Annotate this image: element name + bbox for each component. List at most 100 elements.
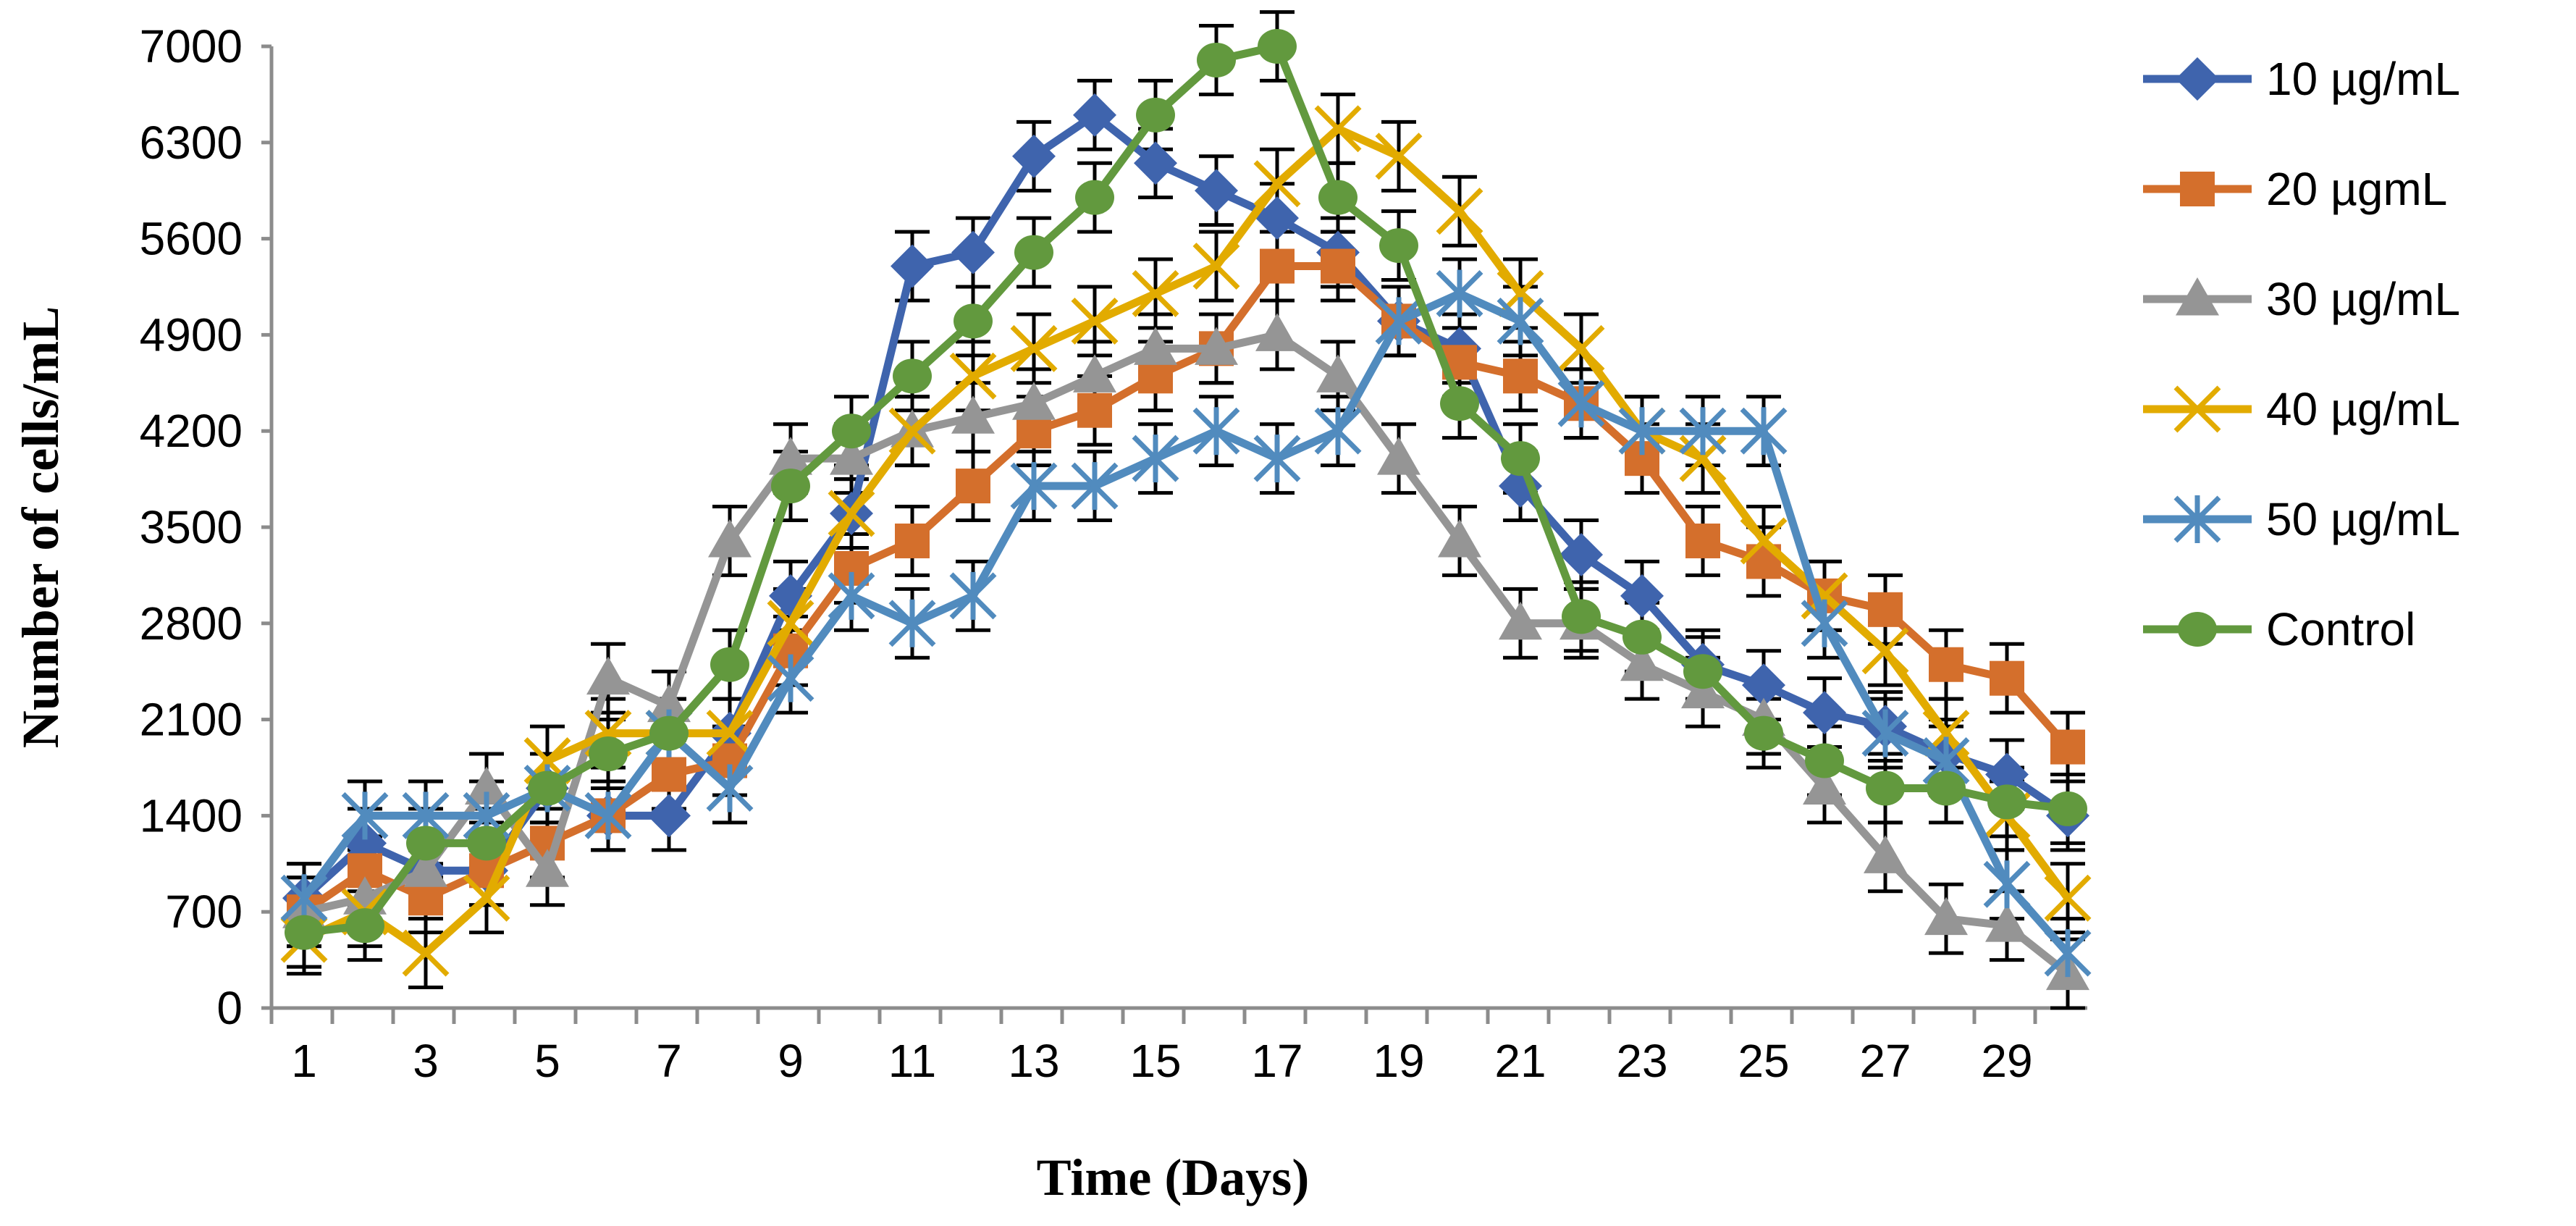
circle-marker — [1622, 619, 1662, 655]
x-tick-label: 21 — [1494, 1035, 1546, 1087]
star-marker — [1801, 599, 1848, 647]
square-marker — [2180, 172, 2215, 206]
circle-marker — [1318, 180, 1358, 215]
star-marker — [767, 654, 815, 702]
y-tick-label: 6300 — [140, 117, 243, 169]
diamond-marker — [1560, 532, 1603, 576]
circle-marker — [1075, 180, 1114, 215]
star-marker — [2044, 929, 2092, 978]
triangle-marker — [708, 518, 752, 558]
star-marker — [1740, 407, 1788, 455]
x-tick-label: 9 — [778, 1035, 804, 1087]
triangle-marker — [1985, 904, 2029, 942]
star-marker — [1253, 434, 1301, 483]
y-axis-title: Number of cells/mL — [12, 306, 70, 749]
x-tick-label: 27 — [1859, 1035, 1911, 1087]
y-tick-label: 0 — [216, 982, 243, 1034]
triangle-marker — [404, 849, 447, 887]
x-marker — [888, 407, 936, 455]
star-marker — [828, 571, 875, 620]
circle-marker — [2178, 612, 2217, 647]
circle-marker — [1014, 235, 1053, 270]
x-tick-label: 25 — [1738, 1035, 1789, 1087]
x-tick-label: 19 — [1373, 1035, 1424, 1087]
series-line-group-5 — [285, 29, 2087, 950]
y-tick-label: 5600 — [140, 213, 243, 265]
circle-marker — [1440, 386, 1479, 421]
star-marker — [949, 571, 997, 620]
legend-item: 50 µg/mL — [2143, 493, 2460, 545]
y-tick-label: 3500 — [140, 501, 243, 553]
triangle-marker — [769, 437, 812, 475]
triangle-marker — [1316, 354, 1360, 392]
star-marker — [1010, 462, 1058, 511]
circle-marker — [771, 469, 810, 504]
x-tick-label: 15 — [1129, 1035, 1181, 1087]
diamond-marker — [1803, 691, 1846, 735]
x-marker — [949, 352, 997, 400]
y-tick-label: 2100 — [140, 694, 243, 746]
diamond-marker — [2176, 57, 2219, 101]
circle-marker — [1744, 715, 1783, 751]
circle-marker — [467, 826, 506, 861]
diamond-marker — [951, 230, 995, 274]
x-tick-label: 13 — [1008, 1035, 1059, 1087]
triangle-marker — [1681, 670, 1725, 709]
square-marker — [1929, 647, 1963, 682]
x-marker — [2173, 385, 2221, 433]
circle-marker — [406, 826, 445, 861]
x-marker — [1557, 324, 1605, 372]
x-tick-label: 23 — [1616, 1035, 1667, 1087]
x-marker — [1375, 133, 1423, 180]
triangle-marker — [1134, 327, 1177, 365]
circle-marker — [1501, 441, 1540, 476]
star-marker — [1861, 709, 1909, 757]
star-marker — [1071, 462, 1119, 511]
star-marker — [584, 792, 632, 840]
x-tick-label: 7 — [656, 1035, 682, 1087]
y-tick-label: 700 — [165, 886, 243, 938]
diamond-marker — [891, 244, 934, 288]
circle-marker — [649, 715, 689, 751]
circle-marker — [832, 413, 871, 449]
circle-marker — [1987, 784, 2026, 820]
series-line — [303, 330, 2071, 977]
star-marker — [1192, 407, 1240, 455]
square-marker — [1868, 592, 1903, 627]
star-marker — [1618, 407, 1666, 455]
y-tick-label: 2800 — [140, 597, 243, 650]
legend-label: 20 µgmL — [2266, 163, 2447, 215]
x-tick-label: 29 — [1981, 1035, 2032, 1087]
x-marker — [402, 929, 450, 977]
series-line-group-4 — [280, 269, 2092, 978]
axes: 0 700 1400 2100 2800 3500 4200 4900 5600 6300 7000… — [140, 20, 2087, 1087]
square-marker — [652, 757, 686, 792]
x-marker — [1314, 105, 1362, 153]
diamond-marker — [1742, 663, 1785, 708]
diamond-marker — [1073, 93, 1116, 137]
x-marker — [1253, 160, 1301, 208]
circle-marker — [2048, 791, 2087, 826]
x-marker — [463, 874, 510, 922]
legend-label: 10 µg/mL — [2266, 53, 2460, 105]
square-marker — [895, 523, 930, 558]
x-marker — [706, 710, 754, 757]
x-marker — [1132, 270, 1179, 317]
triangle-marker — [1438, 518, 1481, 558]
triangle-marker — [1620, 642, 1664, 681]
triangle-marker — [1803, 766, 1846, 805]
star-marker — [888, 599, 936, 647]
star-marker — [1436, 269, 1483, 318]
y-tick-label: 1400 — [140, 789, 243, 841]
legend-item: 10 µg/mL — [2143, 53, 2460, 105]
circle-marker — [285, 915, 324, 950]
star-marker — [1983, 860, 2031, 909]
diamond-marker — [1134, 141, 1177, 185]
square-marker — [1685, 523, 1720, 558]
x-tick-label: 11 — [888, 1035, 936, 1087]
legend-label: 40 µg/mL — [2266, 383, 2460, 435]
triangle-marker — [1499, 601, 1542, 640]
circle-marker — [1805, 743, 1844, 778]
circle-marker — [710, 647, 749, 682]
